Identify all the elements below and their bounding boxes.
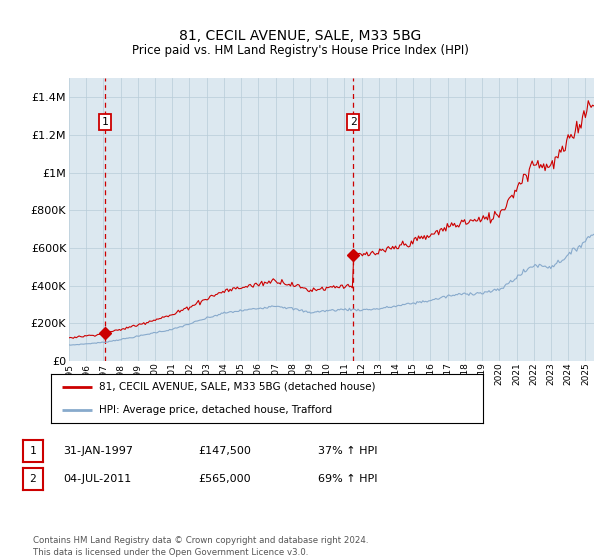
Text: Contains HM Land Registry data © Crown copyright and database right 2024.
This d: Contains HM Land Registry data © Crown c… [33,536,368,557]
Text: £147,500: £147,500 [198,446,251,456]
Text: HPI: Average price, detached house, Trafford: HPI: Average price, detached house, Traf… [98,405,332,416]
Text: 81, CECIL AVENUE, SALE, M33 5BG (detached house): 81, CECIL AVENUE, SALE, M33 5BG (detache… [98,382,375,392]
Text: 1: 1 [29,446,37,456]
Text: 31-JAN-1997: 31-JAN-1997 [63,446,133,456]
Text: Price paid vs. HM Land Registry's House Price Index (HPI): Price paid vs. HM Land Registry's House … [131,44,469,57]
Text: 37% ↑ HPI: 37% ↑ HPI [318,446,377,456]
Text: £565,000: £565,000 [198,474,251,484]
Text: 81, CECIL AVENUE, SALE, M33 5BG: 81, CECIL AVENUE, SALE, M33 5BG [179,29,421,44]
Text: 04-JUL-2011: 04-JUL-2011 [63,474,131,484]
Text: 69% ↑ HPI: 69% ↑ HPI [318,474,377,484]
Text: 2: 2 [350,117,356,127]
Text: 1: 1 [101,117,108,127]
Text: 2: 2 [29,474,37,484]
